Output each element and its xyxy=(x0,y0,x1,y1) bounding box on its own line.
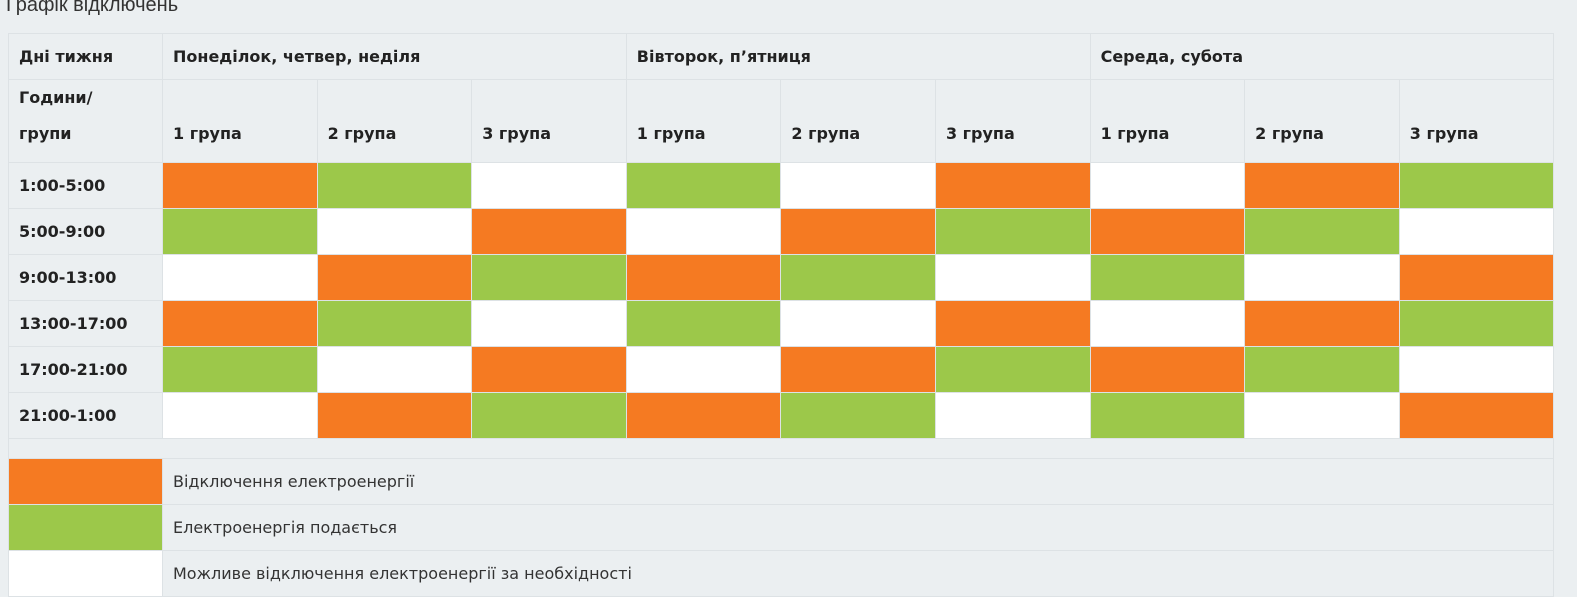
day-group-header: Понеділок, четвер, неділя xyxy=(162,33,627,80)
status-cell-O xyxy=(780,346,936,393)
status-cell-G xyxy=(162,346,318,393)
status-cell-W xyxy=(1398,208,1555,255)
status-cell-W xyxy=(1244,254,1400,301)
status-cell-W xyxy=(780,300,936,347)
group-header: 1 група xyxy=(1089,79,1246,163)
group-header: 3 група xyxy=(1398,79,1555,163)
status-cell-G xyxy=(625,162,782,209)
status-cell-O xyxy=(1089,346,1246,393)
status-cell-W xyxy=(625,208,782,255)
legend-label: Електроенергія подається xyxy=(161,504,1555,551)
spacer-row xyxy=(7,438,1555,459)
time-slot-cell: 5:00-9:00 xyxy=(8,208,163,255)
status-cell-W xyxy=(625,346,782,393)
table-row: 17:00-21:00 xyxy=(8,346,1555,393)
status-cell-O xyxy=(162,300,318,347)
status-cell-O xyxy=(625,254,782,301)
group-header: 3 група xyxy=(934,79,1091,163)
time-slot-cell: 17:00-21:00 xyxy=(8,346,163,393)
page-title: Графік відключень xyxy=(6,0,179,16)
day-group-header: Середа, субота xyxy=(1089,33,1555,80)
status-cell-G xyxy=(1398,162,1555,209)
group-header: 1 група xyxy=(162,79,318,163)
header-row-days: Дні тижня Понеділок, четвер, неділя Вівт… xyxy=(8,33,1555,80)
days-label: Дні тижня xyxy=(8,33,163,80)
status-cell-W xyxy=(162,392,318,439)
status-cell-G xyxy=(1244,208,1400,255)
legend-row: Можливе відключення електроенергії за не… xyxy=(8,550,1555,597)
status-cell-G xyxy=(1398,300,1555,347)
status-cell-G xyxy=(780,392,936,439)
status-cell-O xyxy=(1244,300,1400,347)
status-cell-O xyxy=(1398,254,1555,301)
status-cell-G xyxy=(934,346,1091,393)
status-cell-W xyxy=(934,392,1091,439)
legend-label: Відключення електроенергії xyxy=(161,458,1555,505)
status-cell-O xyxy=(1089,208,1246,255)
status-cell-G xyxy=(1089,392,1246,439)
table-row: 1:00-5:00 xyxy=(8,162,1555,209)
status-cell-G xyxy=(471,254,627,301)
table-row: 5:00-9:00 xyxy=(8,208,1555,255)
time-slot-cell: 13:00-17:00 xyxy=(8,300,163,347)
legend-swatch xyxy=(8,458,163,505)
status-cell-G xyxy=(316,162,473,209)
hours-label-line2: групи xyxy=(19,124,72,143)
status-cell-W xyxy=(780,162,936,209)
legend-row: Електроенергія подається xyxy=(8,504,1555,551)
legend-label: Можливе відключення електроенергії за не… xyxy=(161,550,1555,597)
group-header: 2 група xyxy=(780,79,936,163)
status-cell-G xyxy=(934,208,1091,255)
status-cell-O xyxy=(471,346,627,393)
table-row: 9:00-13:00 xyxy=(8,254,1555,301)
status-cell-O xyxy=(316,254,473,301)
group-header: 3 група xyxy=(471,79,627,163)
group-header: 1 група xyxy=(625,79,782,163)
status-cell-W xyxy=(934,254,1091,301)
status-cell-G xyxy=(1244,346,1400,393)
status-cell-W xyxy=(316,346,473,393)
status-cell-O xyxy=(1244,162,1400,209)
status-cell-O xyxy=(625,392,782,439)
status-cell-W xyxy=(1089,300,1246,347)
status-cell-G xyxy=(780,254,936,301)
status-cell-W xyxy=(471,162,627,209)
table-row: 21:00-1:00 xyxy=(8,392,1555,439)
status-cell-W xyxy=(1398,346,1555,393)
status-cell-G xyxy=(316,300,473,347)
status-cell-O xyxy=(471,208,627,255)
status-cell-W xyxy=(162,254,318,301)
hours-groups-label: Години/групи xyxy=(8,79,163,163)
status-cell-G xyxy=(625,300,782,347)
legend-row: Відключення електроенергії xyxy=(8,458,1555,505)
table-row: 13:00-17:00 xyxy=(8,300,1555,347)
status-cell-G xyxy=(1089,254,1246,301)
hours-label-line1: Години/ xyxy=(19,88,93,107)
group-header: 2 група xyxy=(1244,79,1400,163)
status-cell-O xyxy=(162,162,318,209)
time-slot-cell: 21:00-1:00 xyxy=(8,392,163,439)
status-cell-W xyxy=(1244,392,1400,439)
status-cell-W xyxy=(1089,162,1246,209)
status-cell-W xyxy=(471,300,627,347)
status-cell-O xyxy=(780,208,936,255)
status-cell-G xyxy=(162,208,318,255)
outage-schedule-table: Дні тижня Понеділок, четвер, неділя Вівт… xyxy=(7,33,1555,597)
status-cell-O xyxy=(316,392,473,439)
legend-swatch xyxy=(8,504,163,551)
day-group-header: Вівторок, п’ятниця xyxy=(625,33,1091,80)
time-slot-cell: 9:00-13:00 xyxy=(8,254,163,301)
time-slot-cell: 1:00-5:00 xyxy=(8,162,163,209)
group-header: 2 група xyxy=(316,79,473,163)
status-cell-W xyxy=(316,208,473,255)
legend-swatch xyxy=(8,550,163,597)
status-cell-O xyxy=(934,300,1091,347)
header-row-groups: Години/групи 1 група 2 група 3 група 1 г… xyxy=(8,79,1555,163)
status-cell-O xyxy=(1398,392,1555,439)
status-cell-G xyxy=(471,392,627,439)
spacer-cell xyxy=(7,438,1555,459)
status-cell-O xyxy=(934,162,1091,209)
